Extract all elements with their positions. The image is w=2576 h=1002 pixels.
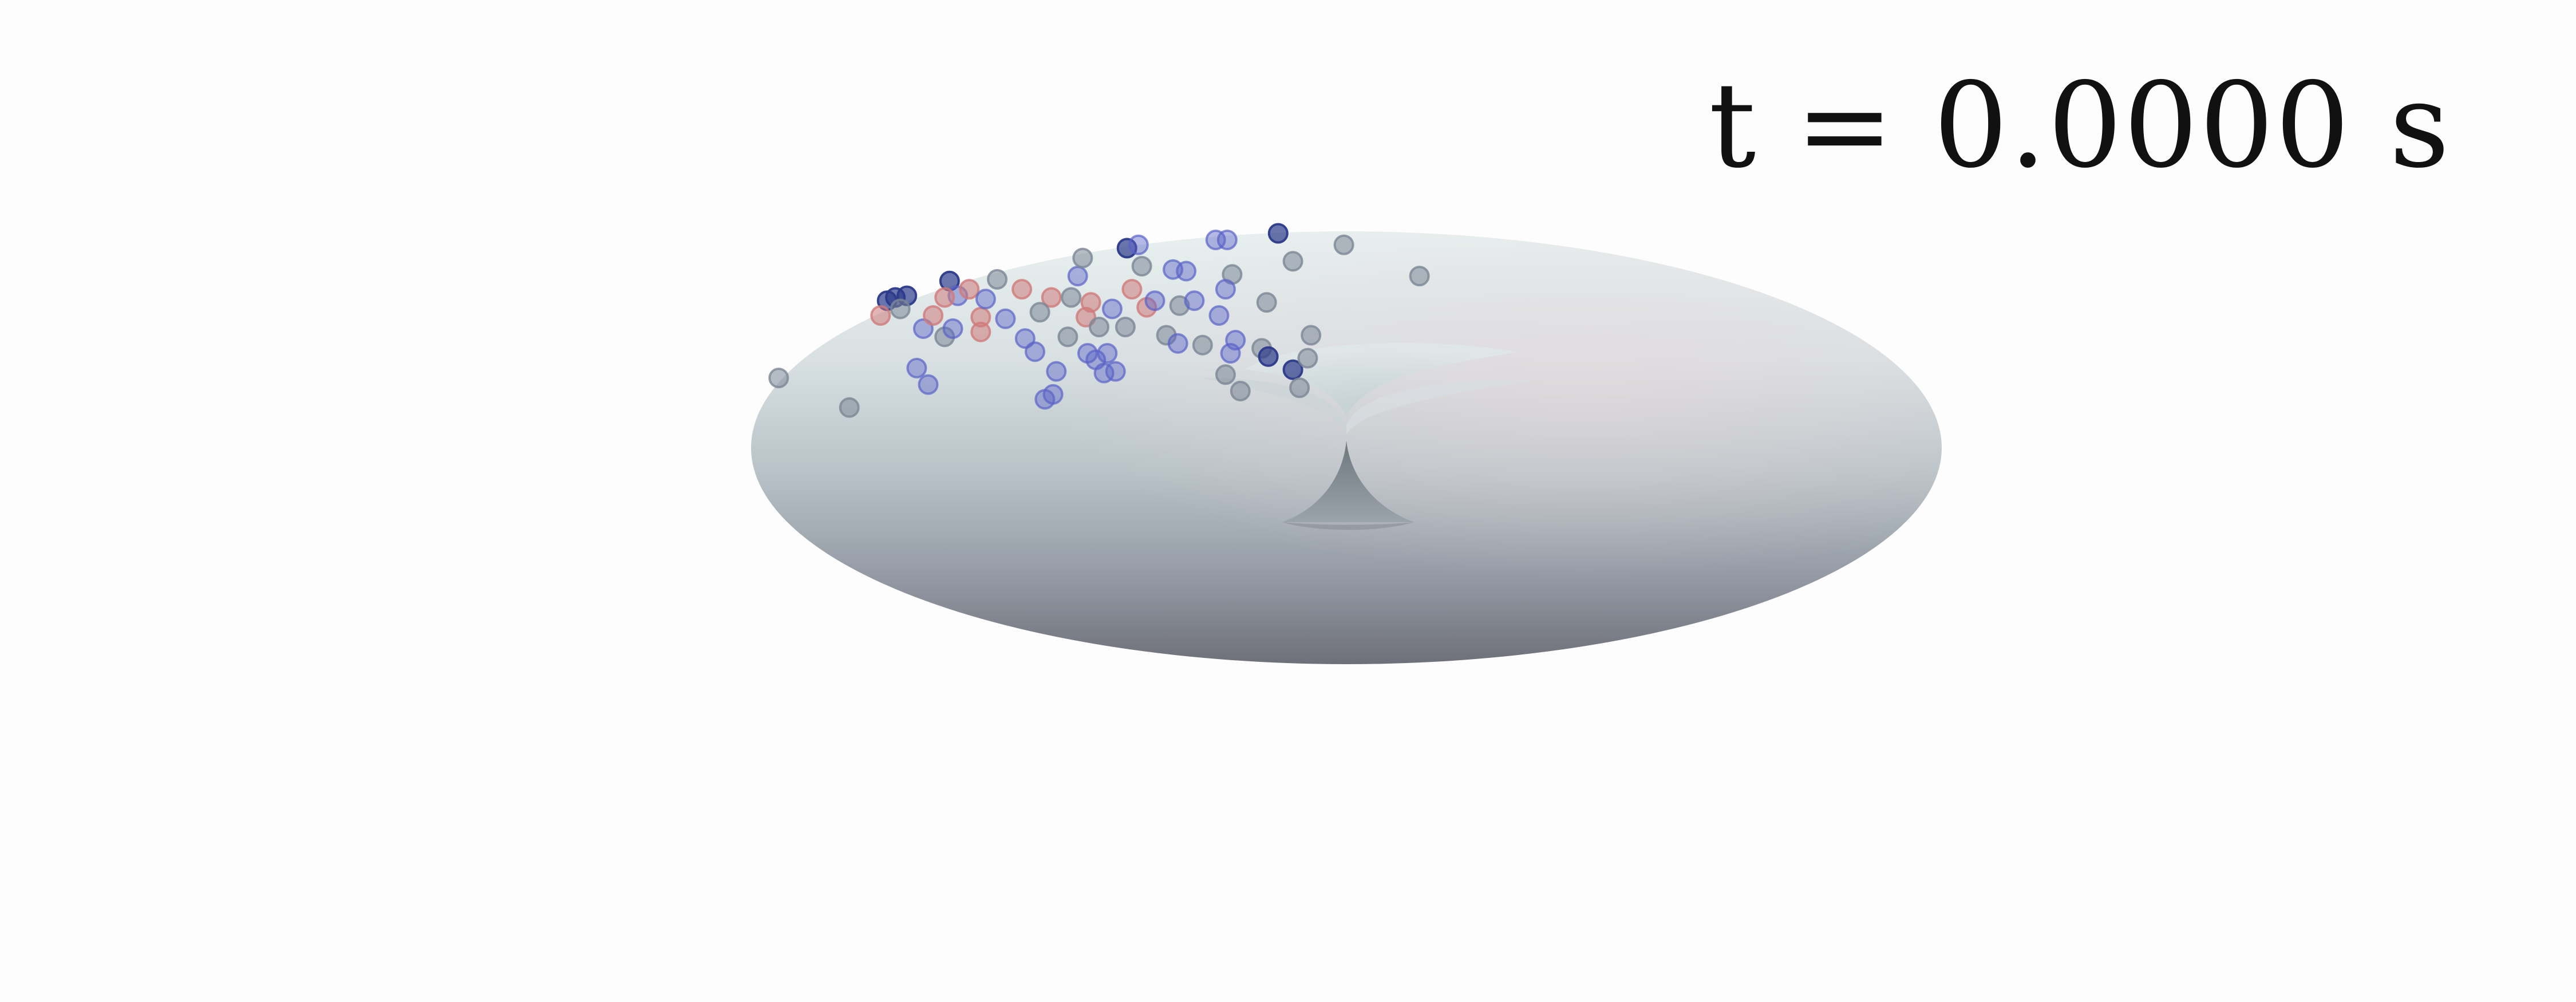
particle — [890, 298, 911, 319]
particle — [918, 374, 939, 395]
torus-left-tube — [1202, 378, 1346, 435]
particle — [906, 357, 927, 378]
particle — [995, 308, 1016, 329]
particle — [1333, 234, 1354, 255]
particle — [1167, 333, 1188, 354]
particle — [975, 289, 996, 310]
particle — [1105, 361, 1126, 382]
particle — [923, 305, 944, 326]
particle — [1176, 261, 1197, 282]
particle — [1230, 381, 1251, 401]
particle — [1225, 330, 1246, 351]
particle — [1301, 325, 1322, 346]
particle — [1282, 251, 1303, 272]
particle — [1067, 266, 1088, 287]
particle — [1297, 348, 1318, 369]
particle — [1282, 359, 1303, 380]
particle — [1057, 326, 1078, 348]
particle — [1101, 298, 1123, 319]
torus-hole-shadow — [1282, 522, 1414, 530]
particle — [1144, 290, 1165, 311]
particle — [1041, 287, 1062, 308]
particle — [934, 287, 955, 308]
particle — [1208, 305, 1230, 326]
particle-cloud — [768, 223, 1430, 418]
particle — [1061, 287, 1082, 308]
particle — [1192, 334, 1213, 356]
particle — [987, 269, 1008, 290]
particle — [1080, 292, 1101, 313]
particle — [1115, 317, 1136, 338]
particle — [1131, 255, 1152, 277]
particle — [942, 318, 963, 339]
particle — [1256, 292, 1277, 313]
particle — [1215, 364, 1236, 385]
particle — [959, 279, 980, 300]
particle — [1046, 361, 1067, 382]
particle — [1012, 279, 1033, 300]
particle — [1184, 290, 1205, 311]
particle — [1215, 279, 1236, 300]
particle — [1042, 384, 1064, 405]
particle — [1029, 302, 1050, 323]
particle — [870, 305, 891, 326]
time-label: t = 0.0000 s — [1709, 58, 2451, 194]
torus-right-tube — [1346, 380, 1534, 435]
particle — [1128, 234, 1149, 255]
particle — [1097, 343, 1118, 364]
particle — [839, 397, 860, 418]
particle — [1216, 230, 1238, 250]
particle — [1289, 377, 1310, 399]
particle — [1014, 328, 1036, 349]
particle — [1116, 238, 1137, 259]
particle — [768, 368, 789, 389]
particle — [1258, 346, 1279, 367]
particle — [1409, 266, 1430, 287]
particle — [970, 321, 991, 342]
particle — [1267, 223, 1289, 244]
particle — [1121, 279, 1143, 300]
torus-hole-bottom — [1282, 441, 1414, 522]
particle — [1072, 247, 1093, 269]
particle — [1089, 317, 1109, 338]
